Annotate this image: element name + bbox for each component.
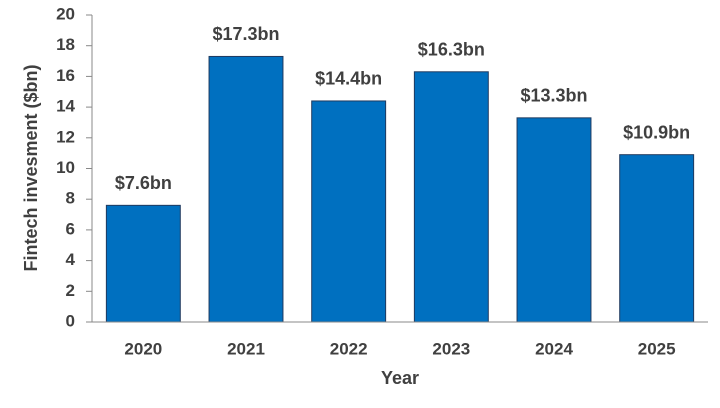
y-tick-label: 18 (56, 35, 75, 54)
bar (311, 100, 387, 323)
value-label: $14.4bn (315, 69, 382, 89)
y-tick-label: 14 (56, 97, 75, 116)
x-tick-label: 2022 (330, 339, 368, 358)
bar (619, 154, 695, 323)
bar (516, 117, 592, 323)
y-tick-label: 8 (66, 189, 75, 208)
y-tick-label: 6 (66, 219, 75, 238)
y-tick-label: 16 (56, 66, 75, 85)
x-tick-label: 2025 (638, 339, 676, 358)
y-tick-label: 2 (66, 281, 75, 300)
x-axis-title: Year (381, 368, 419, 388)
y-tick-label: 0 (66, 311, 75, 330)
x-tick-label: 2020 (124, 339, 162, 358)
x-tick-label: 2023 (432, 339, 470, 358)
y-tick-label: 4 (66, 250, 76, 269)
x-tick-label: 2021 (227, 339, 265, 358)
y-tick-label: 20 (56, 4, 75, 23)
y-tick-label: 12 (56, 127, 75, 146)
value-label: $17.3bn (212, 24, 279, 44)
value-label: $10.9bn (623, 122, 690, 142)
bar (413, 71, 489, 323)
value-label: $13.3bn (520, 86, 587, 106)
value-label: $7.6bn (115, 173, 172, 193)
x-tick-label: 2024 (535, 339, 573, 358)
value-label: $16.3bn (418, 40, 485, 60)
y-tick-label: 10 (56, 158, 75, 177)
bar (105, 204, 181, 323)
bar (208, 55, 284, 323)
y-axis-title: Fintech invesment ($bn) (21, 64, 41, 271)
